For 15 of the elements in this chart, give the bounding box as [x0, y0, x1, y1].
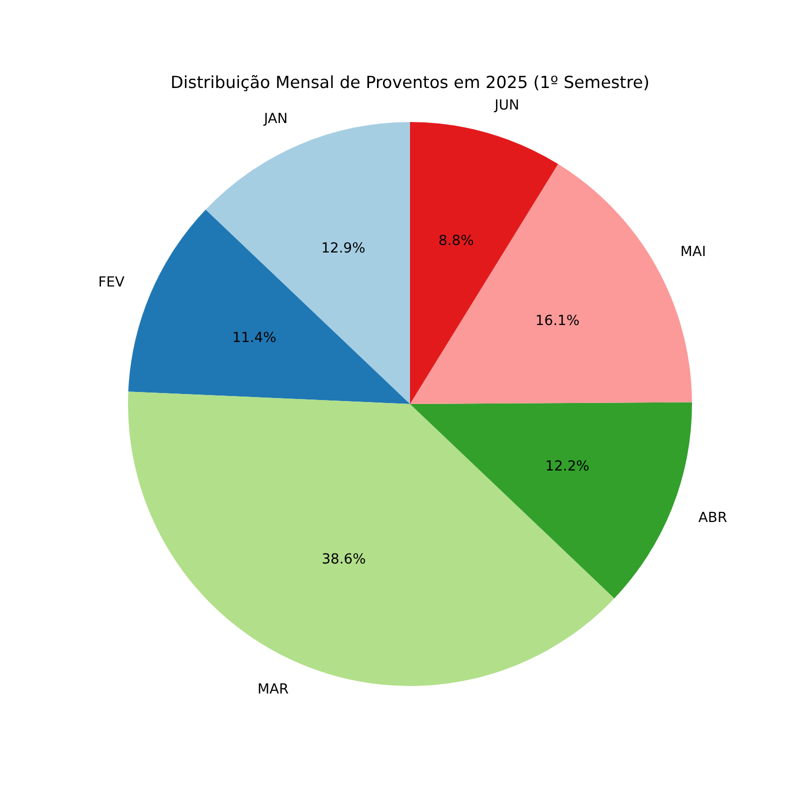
slice-label: FEV: [98, 274, 126, 291]
slice-label: ABR: [698, 510, 728, 526]
slice-label: MAR: [257, 681, 289, 698]
slice-label: JUN: [494, 98, 520, 114]
data-label: 16.1%: [535, 313, 580, 330]
data-label: 12.2%: [545, 458, 590, 474]
slice-label: JAN: [262, 110, 288, 127]
slice-label: MAI: [680, 244, 706, 260]
pie-slice: [128, 210, 410, 404]
data-label: 8.8%: [438, 233, 474, 250]
chart-title: Distribuição Mensal de Proventos em 2025 (1º Semestre): [170, 72, 650, 92]
data-label: 11.4%: [232, 330, 276, 346]
data-label: 38.6%: [322, 552, 366, 568]
data-label: 12.9%: [321, 240, 366, 257]
pie-slice: [410, 402, 692, 598]
